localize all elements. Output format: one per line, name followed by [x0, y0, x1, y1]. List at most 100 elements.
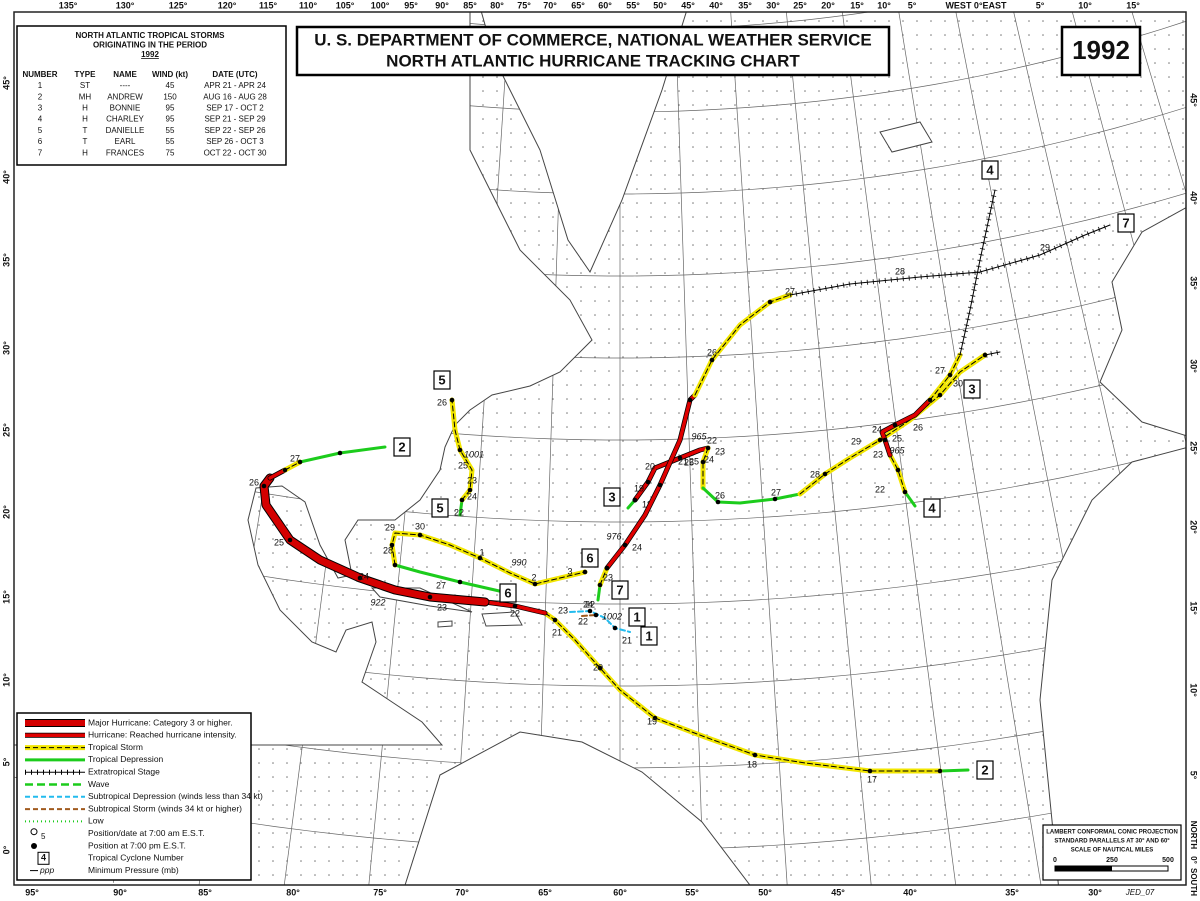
- track-date: 24: [359, 571, 369, 581]
- track-date: 20: [593, 662, 603, 672]
- subtropical-storm: [581, 614, 597, 617]
- legend-label: Position/date at 7:00 am E.S.T.: [88, 828, 205, 838]
- track-date: 17: [867, 774, 877, 784]
- europe: [1099, 207, 1186, 437]
- hurricane: [880, 398, 932, 457]
- table-cell: MH: [79, 92, 92, 101]
- position-dot: [947, 372, 953, 378]
- longitude-label: 90°: [113, 887, 127, 897]
- track-date: 23: [558, 605, 568, 615]
- longitude-label: 55°: [685, 887, 699, 897]
- track-date: 23: [437, 602, 447, 612]
- longitude-label: 60°: [598, 0, 612, 10]
- track-date: 28: [383, 545, 393, 555]
- track-date: 22: [510, 608, 520, 618]
- cyclone-number: 2: [981, 762, 988, 777]
- longitude-label: 80°: [286, 887, 300, 897]
- table-cell: OCT 22 - OCT 30: [204, 148, 267, 157]
- subtropical-depression: [569, 610, 631, 633]
- position-dot: [582, 569, 588, 575]
- cyclone-number-box: [499, 583, 517, 603]
- position-dot: [612, 625, 618, 631]
- africa: [1039, 447, 1186, 885]
- position-dot: [449, 397, 455, 403]
- position-dot: [902, 489, 908, 495]
- table-header: DATE (UTC): [212, 70, 258, 79]
- position-dot: [700, 459, 706, 465]
- position-dot: [767, 299, 773, 305]
- cyclone-number-box: [640, 626, 658, 646]
- longitude-label: 5°: [908, 0, 917, 10]
- longitude-label: 45°: [831, 887, 845, 897]
- longitude-label: 40°: [903, 887, 917, 897]
- table-cell: 55: [166, 126, 175, 135]
- position-dot: [927, 397, 933, 403]
- cyclone-number: 2: [398, 439, 405, 454]
- track-date: 28: [895, 266, 905, 276]
- cyclone-number-box: [981, 160, 999, 180]
- longitude-label: 115°: [259, 0, 278, 10]
- latitude-label: 35°: [1189, 276, 1199, 290]
- legend-label: Subtropical Storm (winds 34 kt or higher…: [88, 803, 242, 813]
- min-pressure: 1001: [464, 449, 484, 459]
- tropical-depression: [458, 498, 464, 517]
- tropical-depression: [938, 768, 970, 773]
- cyclone-number: 6: [586, 550, 593, 565]
- longitude-label: 25°: [793, 0, 807, 10]
- cyclone-number-box: [603, 487, 621, 507]
- position-dot: [597, 582, 603, 588]
- legend-label: Major Hurricane: Category 3 or higher.: [88, 717, 233, 727]
- tropical-depression: [393, 563, 510, 595]
- table-cell: 150: [163, 92, 177, 101]
- legend-box: [16, 712, 252, 881]
- track-date: 30: [415, 521, 425, 531]
- scale-tick: 250: [1106, 857, 1118, 864]
- longitude-label: 95°: [25, 887, 39, 897]
- cyclone-number-box: [581, 548, 599, 568]
- table-cell: 6: [38, 137, 43, 146]
- track-date: 24: [872, 424, 882, 434]
- hispaniola: [481, 611, 523, 627]
- parallel: [14, 352, 1186, 441]
- cyclone-number-box: [611, 580, 629, 600]
- legend-label: Minimum Pressure (mb): [88, 865, 179, 875]
- longitude-label: 5°: [1036, 0, 1045, 10]
- latitude-label: 25°: [1, 423, 11, 437]
- position-dot: [752, 752, 758, 758]
- cyclone-number-box: [433, 370, 451, 390]
- jamaica: [437, 620, 453, 628]
- position-dot: [645, 479, 651, 485]
- legend-number-box: [37, 851, 50, 865]
- parallel: [14, 266, 1186, 359]
- latitude-label: 5°: [1, 757, 11, 766]
- legend-label: Wave: [88, 779, 110, 789]
- track-date: 25: [689, 456, 699, 466]
- table-cell: H: [82, 148, 88, 157]
- position-dot: [532, 581, 538, 587]
- cyclone-number: 4: [986, 162, 994, 177]
- position-dot: [457, 579, 463, 585]
- min-pressure: 976: [606, 531, 621, 541]
- map-frame: [13, 11, 1187, 886]
- longitude-label: 30°: [766, 0, 780, 10]
- legend-filled-dot: [31, 843, 37, 849]
- cyclone-number: 7: [616, 582, 623, 597]
- table-cell: 3: [38, 104, 43, 113]
- position-dot: [772, 496, 778, 502]
- track-date: 29: [385, 522, 395, 532]
- cyclone-number-box: [431, 498, 449, 518]
- tropical-depression: [596, 583, 602, 602]
- table-cell: CHARLEY: [106, 115, 144, 124]
- tropical-storm-dash: [702, 447, 709, 489]
- track-date: 3: [567, 566, 572, 576]
- parallel: [14, 522, 1186, 605]
- latitude-label: 20°: [1189, 520, 1199, 534]
- tropical-depression: [903, 490, 917, 508]
- table-cell: ----: [120, 81, 131, 90]
- year-box: [1060, 25, 1142, 77]
- latitude-label: 0°: [1, 845, 11, 854]
- longitude-label: 75°: [517, 0, 531, 10]
- position-dot: [337, 450, 343, 456]
- position-dot: [709, 357, 715, 363]
- cyclone-number: 4: [928, 500, 936, 515]
